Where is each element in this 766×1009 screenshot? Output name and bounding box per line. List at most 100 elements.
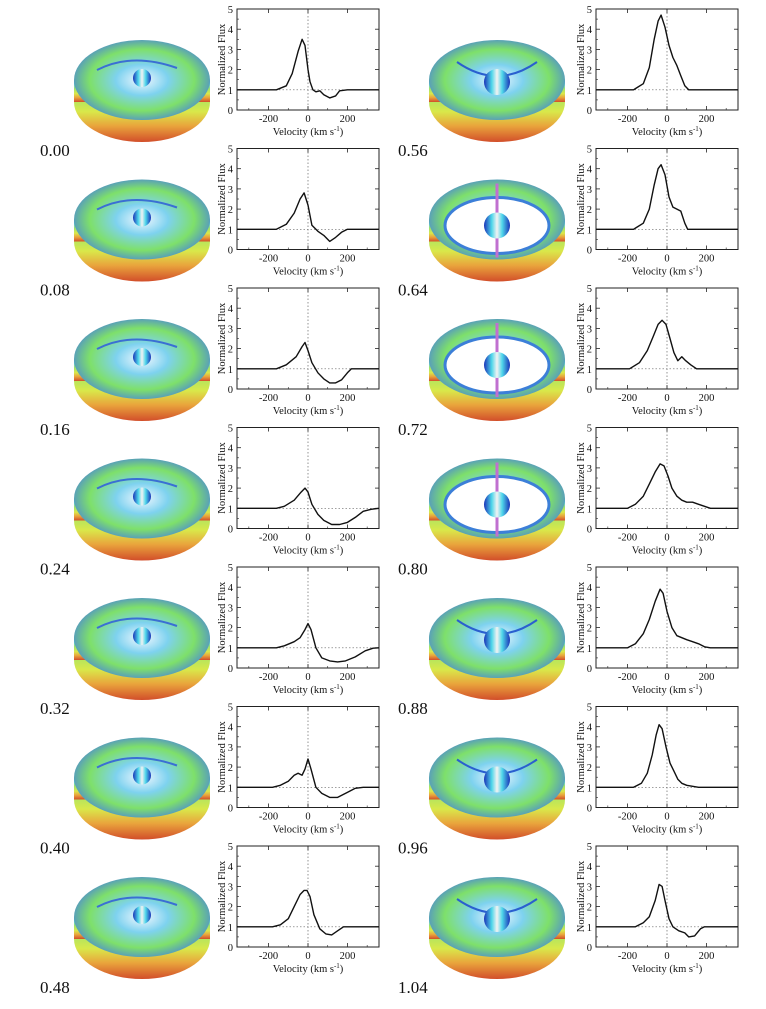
star-sphere — [484, 69, 510, 95]
x-tick-label: 0 — [664, 254, 669, 265]
y-tick-label: 4 — [228, 165, 234, 176]
y-tick-label: 4 — [228, 25, 234, 36]
disk-model-image — [429, 319, 565, 421]
x-axis-label: Velocity (km s-1) — [632, 544, 703, 557]
x-tick-label: 200 — [340, 114, 356, 125]
y-tick-label: 3 — [228, 324, 233, 335]
star-sphere — [484, 627, 510, 653]
profile-line — [596, 463, 738, 509]
y-tick-label: 1 — [587, 504, 592, 515]
phase-label: 0.96 — [398, 839, 428, 858]
y-tick-label: 0 — [228, 246, 233, 257]
disk-model-image — [74, 458, 210, 561]
disk-model-image — [74, 598, 210, 700]
x-tick-label: 200 — [340, 533, 356, 544]
profile-line — [596, 164, 738, 230]
x-tick-label: 200 — [340, 951, 356, 962]
x-tick-label: 200 — [699, 812, 715, 823]
y-tick-label: 3 — [228, 185, 233, 196]
y-tick-label: 3 — [587, 324, 592, 335]
y-tick-label: 1 — [228, 225, 233, 236]
phase-label: 0.48 — [40, 978, 70, 997]
y-tick-label: 4 — [228, 304, 234, 315]
y-tick-label: 5 — [228, 145, 233, 156]
x-tick-label: 200 — [699, 254, 715, 265]
y-axis-label: Normalized Flux — [217, 302, 228, 374]
y-tick-label: 4 — [587, 583, 593, 594]
star-sphere — [133, 69, 151, 87]
y-tick-label: 2 — [228, 624, 233, 635]
x-tick-label: -200 — [618, 672, 637, 683]
x-tick-label: 0 — [664, 393, 669, 404]
disk-spiral-arm — [96, 617, 178, 629]
y-tick-label: 0 — [228, 804, 233, 815]
disk-spiral-arm — [96, 757, 178, 769]
disk-spiral-arm — [96, 199, 178, 211]
x-axis-label: Velocity (km s-1) — [273, 683, 344, 696]
y-tick-label: 1 — [228, 783, 233, 794]
phase-label: 0.64 — [398, 281, 428, 300]
x-tick-label: 0 — [305, 533, 310, 544]
x-tick-label: 0 — [664, 114, 669, 125]
x-tick-label: 0 — [305, 254, 310, 265]
disk-spiral-arm — [96, 478, 178, 490]
y-tick-label: 0 — [228, 525, 233, 536]
disk-model-image — [74, 40, 210, 142]
y-tick-label: 2 — [228, 484, 233, 495]
y-axis-label: Normalized Flux — [576, 163, 587, 235]
y-axis-label: Normalized Flux — [217, 581, 228, 653]
star-sphere — [484, 352, 510, 378]
x-tick-label: -200 — [259, 951, 278, 962]
star-sphere — [133, 906, 151, 924]
y-tick-label: 4 — [228, 723, 234, 734]
y-tick-label: 3 — [228, 45, 233, 56]
profile-line — [596, 883, 738, 938]
x-axis-label: Velocity (km s-1) — [273, 265, 344, 278]
y-tick-label: 3 — [587, 464, 592, 475]
disk-model-image — [429, 598, 565, 700]
x-tick-label: -200 — [618, 533, 637, 544]
star-sphere — [484, 766, 510, 793]
x-tick-label: 200 — [699, 672, 715, 683]
x-tick-label: -200 — [618, 114, 637, 125]
x-tick-label: -200 — [259, 672, 278, 683]
x-axis-label: Velocity (km s-1) — [632, 683, 703, 696]
y-tick-label: 3 — [587, 603, 592, 614]
y-tick-label: 1 — [228, 644, 233, 655]
x-tick-label: 200 — [340, 254, 356, 265]
x-tick-label: 0 — [305, 812, 310, 823]
y-axis-label: Normalized Flux — [576, 302, 587, 374]
star-sphere — [133, 208, 151, 227]
disk-model-image — [74, 737, 210, 840]
phase-label: 0.00 — [40, 141, 70, 160]
y-tick-label: 2 — [587, 903, 592, 914]
disk-spiral-arm — [96, 338, 178, 350]
x-axis-label: Velocity (km s-1) — [632, 125, 703, 138]
y-axis-label: Normalized Flux — [576, 23, 587, 95]
x-tick-label: 200 — [699, 951, 715, 962]
x-axis-label: Velocity (km s-1) — [632, 404, 703, 417]
x-tick-label: -200 — [259, 533, 278, 544]
y-tick-label: 2 — [587, 205, 592, 216]
phase-label: 0.08 — [40, 281, 70, 300]
y-tick-label: 5 — [587, 145, 592, 156]
x-tick-label: 200 — [699, 533, 715, 544]
y-axis-label: Normalized Flux — [576, 860, 587, 932]
y-tick-label: 1 — [587, 86, 592, 97]
y-tick-label: 5 — [228, 424, 233, 435]
y-tick-label: 4 — [587, 304, 593, 315]
star-sphere — [133, 487, 151, 506]
y-tick-label: 2 — [228, 345, 233, 356]
y-tick-label: 1 — [587, 644, 592, 655]
